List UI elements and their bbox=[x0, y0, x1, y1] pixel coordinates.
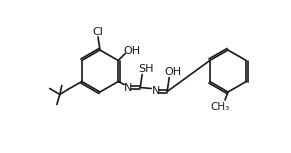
Text: SH: SH bbox=[139, 63, 154, 73]
Text: Cl: Cl bbox=[93, 27, 103, 37]
Text: N: N bbox=[152, 86, 160, 97]
Text: OH: OH bbox=[165, 67, 182, 76]
Text: OH: OH bbox=[124, 45, 141, 56]
Text: CH₃: CH₃ bbox=[210, 102, 230, 112]
Text: N: N bbox=[124, 82, 132, 93]
